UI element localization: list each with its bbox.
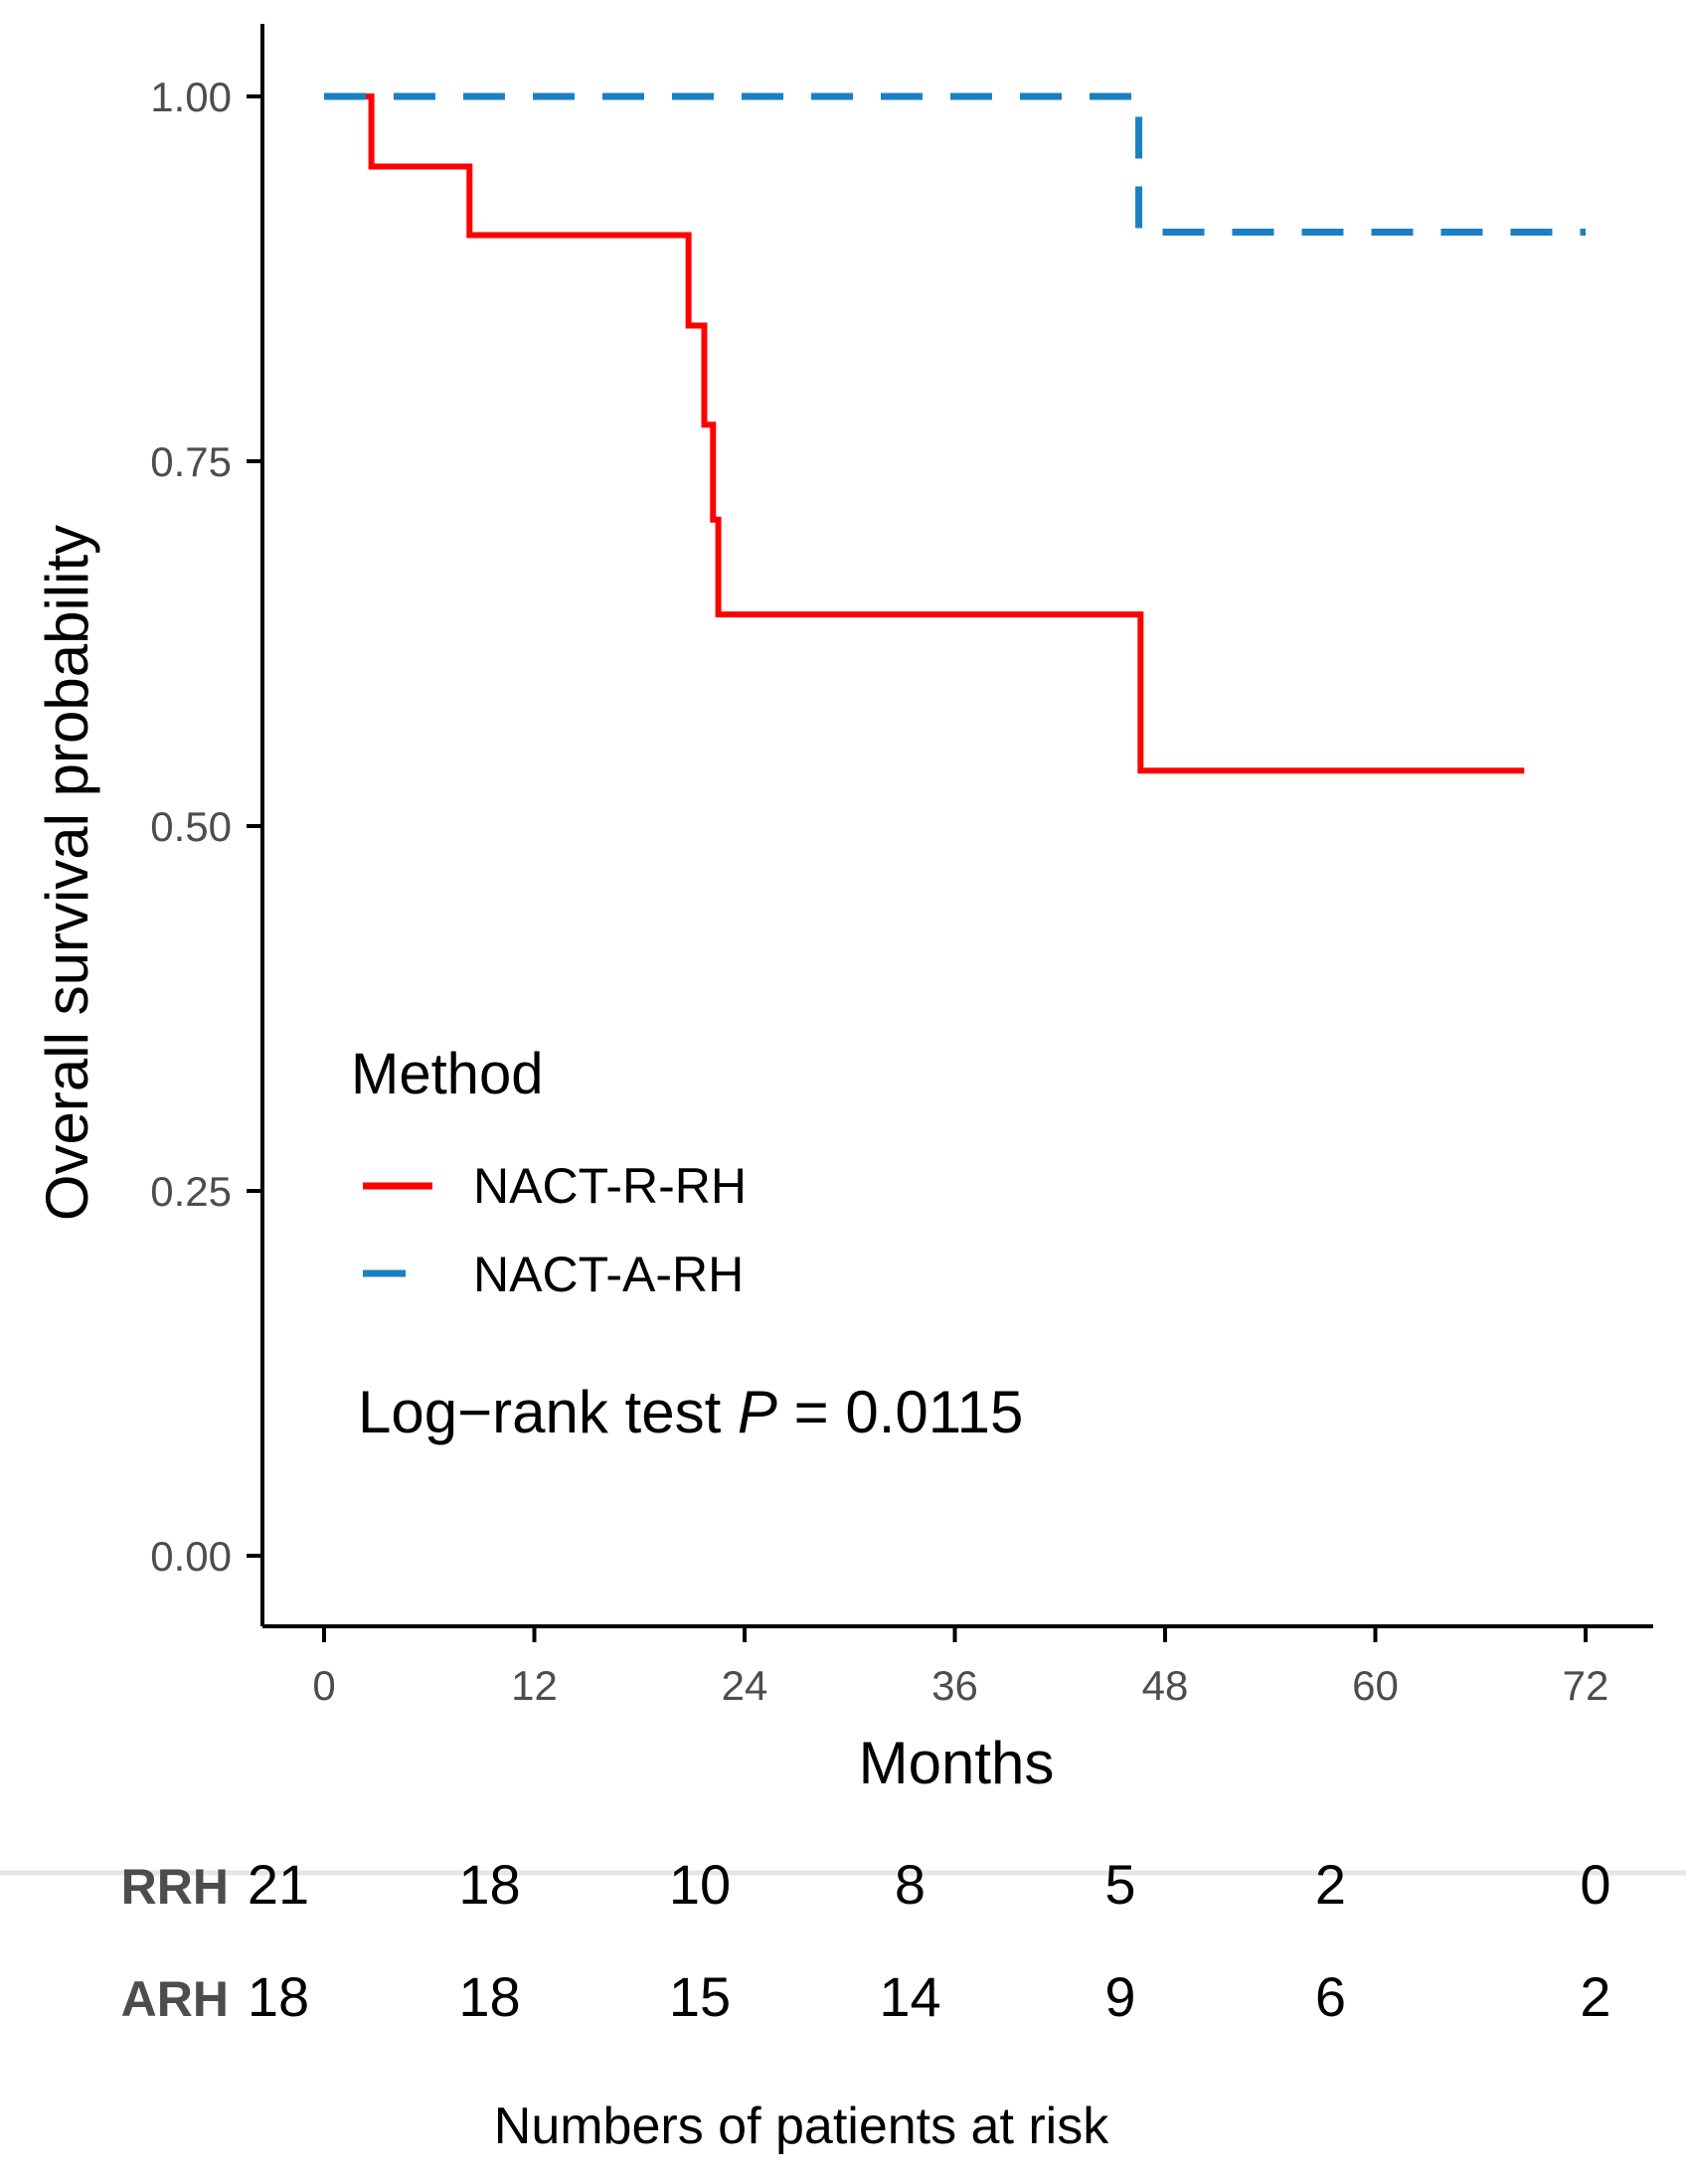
risk-value: 6 — [1315, 1965, 1346, 2028]
x-tick-label: 48 — [1142, 1662, 1189, 1709]
y-tick-label: 0.75 — [150, 438, 232, 485]
y-tick-label: 1.00 — [150, 74, 232, 120]
risk-value: 10 — [669, 1853, 731, 1916]
risk-value: 9 — [1104, 1965, 1135, 2028]
x-axis-title: Months — [859, 1730, 1055, 1796]
risk-row-label-rrh: RRH — [121, 1859, 229, 1915]
annotation-suffix: = 0.0115 — [777, 1379, 1023, 1445]
x-tick-label: 36 — [931, 1662, 978, 1709]
legend: Method NACT-R-RH NACT-A-RH — [351, 1042, 747, 1302]
series-layer — [324, 92, 1586, 774]
risk-value: 21 — [248, 1853, 309, 1916]
risk-value: 5 — [1104, 1853, 1135, 1916]
x-tick-label: 24 — [722, 1662, 768, 1709]
x-tick-label: 72 — [1563, 1662, 1609, 1709]
log-rank-annotation: Log−rank test P = 0.0115 — [358, 1379, 1023, 1445]
y-axis-title: Overall survival probability — [34, 525, 100, 1221]
legend-title: Method — [351, 1042, 543, 1106]
legend-label-nact-a-rh: NACT-A-RH — [473, 1247, 744, 1302]
x-axis-ticks: 0 12 24 36 48 60 72 — [312, 1626, 1608, 1709]
annotation-p: P — [738, 1379, 777, 1445]
risk-value: 14 — [879, 1965, 940, 2028]
y-tick-label: 0.00 — [150, 1533, 232, 1580]
risk-value: 0 — [1580, 1853, 1610, 1916]
risk-value: 15 — [669, 1965, 731, 2028]
legend-label-nact-r-rh: NACT-R-RH — [473, 1158, 747, 1214]
risk-value: 18 — [458, 1853, 520, 1916]
survival-curve-nact-a-rh — [324, 92, 1586, 237]
x-tick-label: 12 — [511, 1662, 558, 1709]
y-tick-label: 0.25 — [150, 1168, 232, 1215]
risk-row-label-arh: ARH — [121, 1971, 229, 2027]
risk-value: 18 — [248, 1965, 309, 2028]
x-tick-label: 0 — [312, 1662, 335, 1709]
risk-value: 18 — [458, 1965, 520, 2028]
annotation-prefix: Log−rank test — [358, 1379, 738, 1445]
risk-table: RRH 21 18 10 8 5 2 0 ARH 18 18 15 14 9 6 2 — [121, 1853, 1611, 2028]
y-tick-label: 0.50 — [150, 803, 232, 850]
risk-value: 2 — [1315, 1853, 1346, 1916]
y-axis-ticks: 0.00 0.25 0.50 0.75 1.00 — [150, 74, 262, 1580]
risk-table-title: Numbers of patients at risk — [494, 2098, 1109, 2155]
risk-value: 2 — [1580, 1965, 1610, 2028]
risk-value: 8 — [895, 1853, 926, 1916]
x-tick-label: 60 — [1352, 1662, 1399, 1709]
survival-curve-nact-r-rh — [324, 93, 1525, 774]
